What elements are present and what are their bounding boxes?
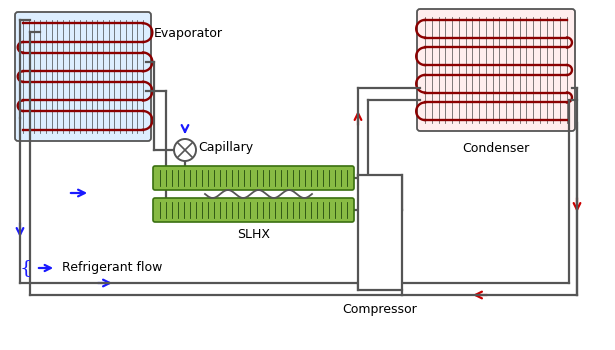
Text: Evaporator: Evaporator: [154, 27, 223, 40]
FancyBboxPatch shape: [153, 198, 354, 222]
Text: Capillary: Capillary: [198, 141, 253, 154]
FancyBboxPatch shape: [417, 9, 575, 131]
Text: Condenser: Condenser: [462, 142, 530, 155]
Bar: [358, 175, 402, 290]
Circle shape: [174, 139, 196, 161]
FancyBboxPatch shape: [15, 12, 151, 141]
Text: {: {: [20, 259, 33, 277]
FancyBboxPatch shape: [153, 166, 354, 190]
Text: Compressor: Compressor: [343, 303, 418, 316]
Text: SLHX: SLHX: [237, 228, 270, 241]
Text: Refrigerant flow: Refrigerant flow: [62, 261, 162, 274]
